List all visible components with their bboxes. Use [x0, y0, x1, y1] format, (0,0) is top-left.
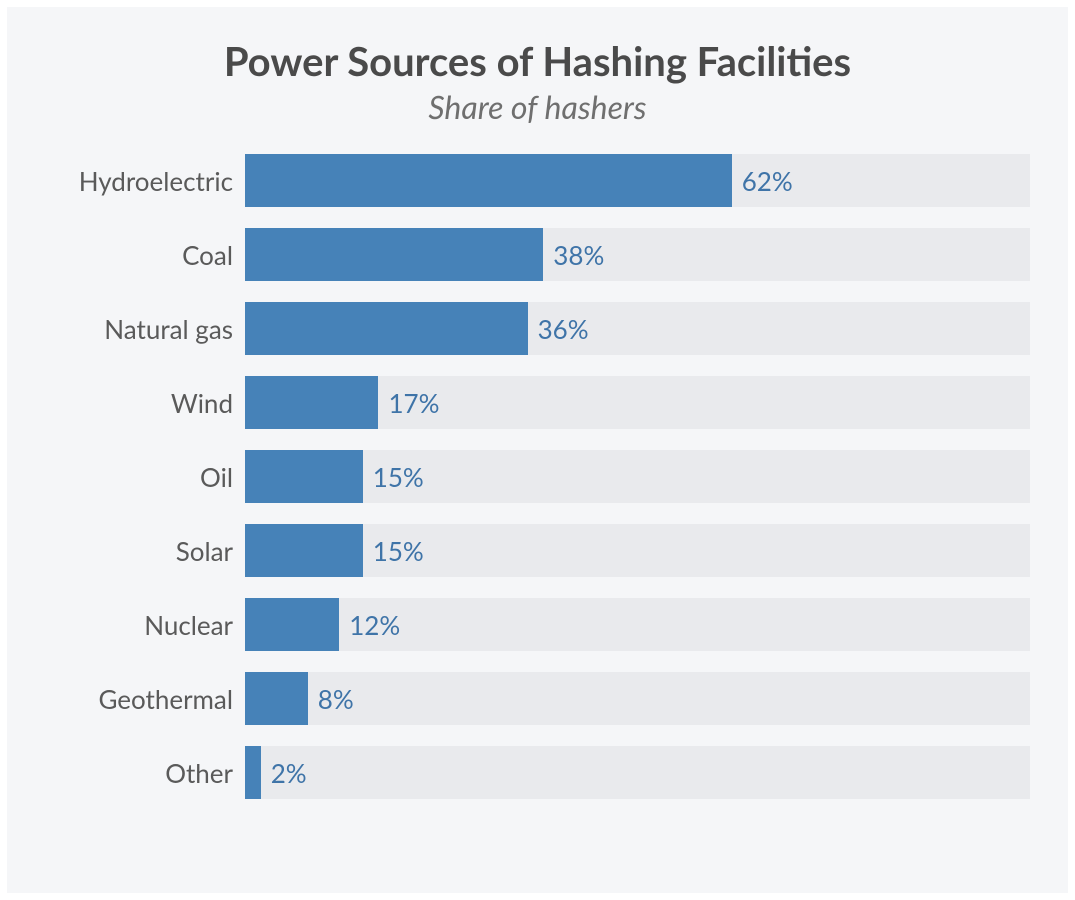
value-label: 15% — [373, 535, 424, 567]
title-block: Power Sources of Hashing Facilities Shar… — [45, 37, 1030, 126]
bar-fill — [245, 598, 339, 651]
category-label: Other — [45, 757, 245, 789]
bar-track: 15% — [245, 450, 1030, 503]
bar-track: 36% — [245, 302, 1030, 355]
category-label: Wind — [45, 387, 245, 419]
chart-row: Geothermal 8% — [45, 672, 1030, 725]
bar-fill — [245, 376, 378, 429]
category-label: Natural gas — [45, 313, 245, 345]
category-label: Coal — [45, 239, 245, 271]
value-label: 2% — [271, 757, 307, 789]
bar-fill — [245, 672, 308, 725]
bar-fill — [245, 302, 528, 355]
bar-fill — [245, 228, 543, 281]
value-label: 36% — [538, 313, 589, 345]
bar-fill — [245, 154, 732, 207]
value-label: 8% — [318, 683, 354, 715]
bar-track: 15% — [245, 524, 1030, 577]
category-label: Solar — [45, 535, 245, 567]
chart-row: Coal 38% — [45, 228, 1030, 281]
bar-track: 38% — [245, 228, 1030, 281]
chart-row: Other 2% — [45, 746, 1030, 799]
chart-rows: Hydroelectric 62% Coal 38% Natural gas 36% Win… — [45, 154, 1030, 799]
chart-row: Oil 15% — [45, 450, 1030, 503]
chart-row: Natural gas 36% — [45, 302, 1030, 355]
chart-row: Wind 17% — [45, 376, 1030, 429]
bar-fill — [245, 524, 363, 577]
bar-fill — [245, 450, 363, 503]
value-label: 38% — [553, 239, 604, 271]
bar-track: 17% — [245, 376, 1030, 429]
bar-fill — [245, 746, 261, 799]
bar-track: 8% — [245, 672, 1030, 725]
category-label: Geothermal — [45, 683, 245, 715]
value-label: 17% — [388, 387, 439, 419]
chart-row: Hydroelectric 62% — [45, 154, 1030, 207]
chart-row: Nuclear 12% — [45, 598, 1030, 651]
chart-row: Solar 15% — [45, 524, 1030, 577]
chart-title: Power Sources of Hashing Facilities — [45, 37, 1030, 85]
chart-panel: Power Sources of Hashing Facilities Shar… — [7, 7, 1068, 893]
category-label: Oil — [45, 461, 245, 493]
category-label: Nuclear — [45, 609, 245, 641]
value-label: 15% — [373, 461, 424, 493]
bar-track: 62% — [245, 154, 1030, 207]
category-label: Hydroelectric — [45, 165, 245, 197]
value-label: 62% — [742, 165, 793, 197]
chart-subtitle: Share of hashers — [45, 87, 1030, 126]
bar-track: 2% — [245, 746, 1030, 799]
bar-track: 12% — [245, 598, 1030, 651]
value-label: 12% — [349, 609, 400, 641]
